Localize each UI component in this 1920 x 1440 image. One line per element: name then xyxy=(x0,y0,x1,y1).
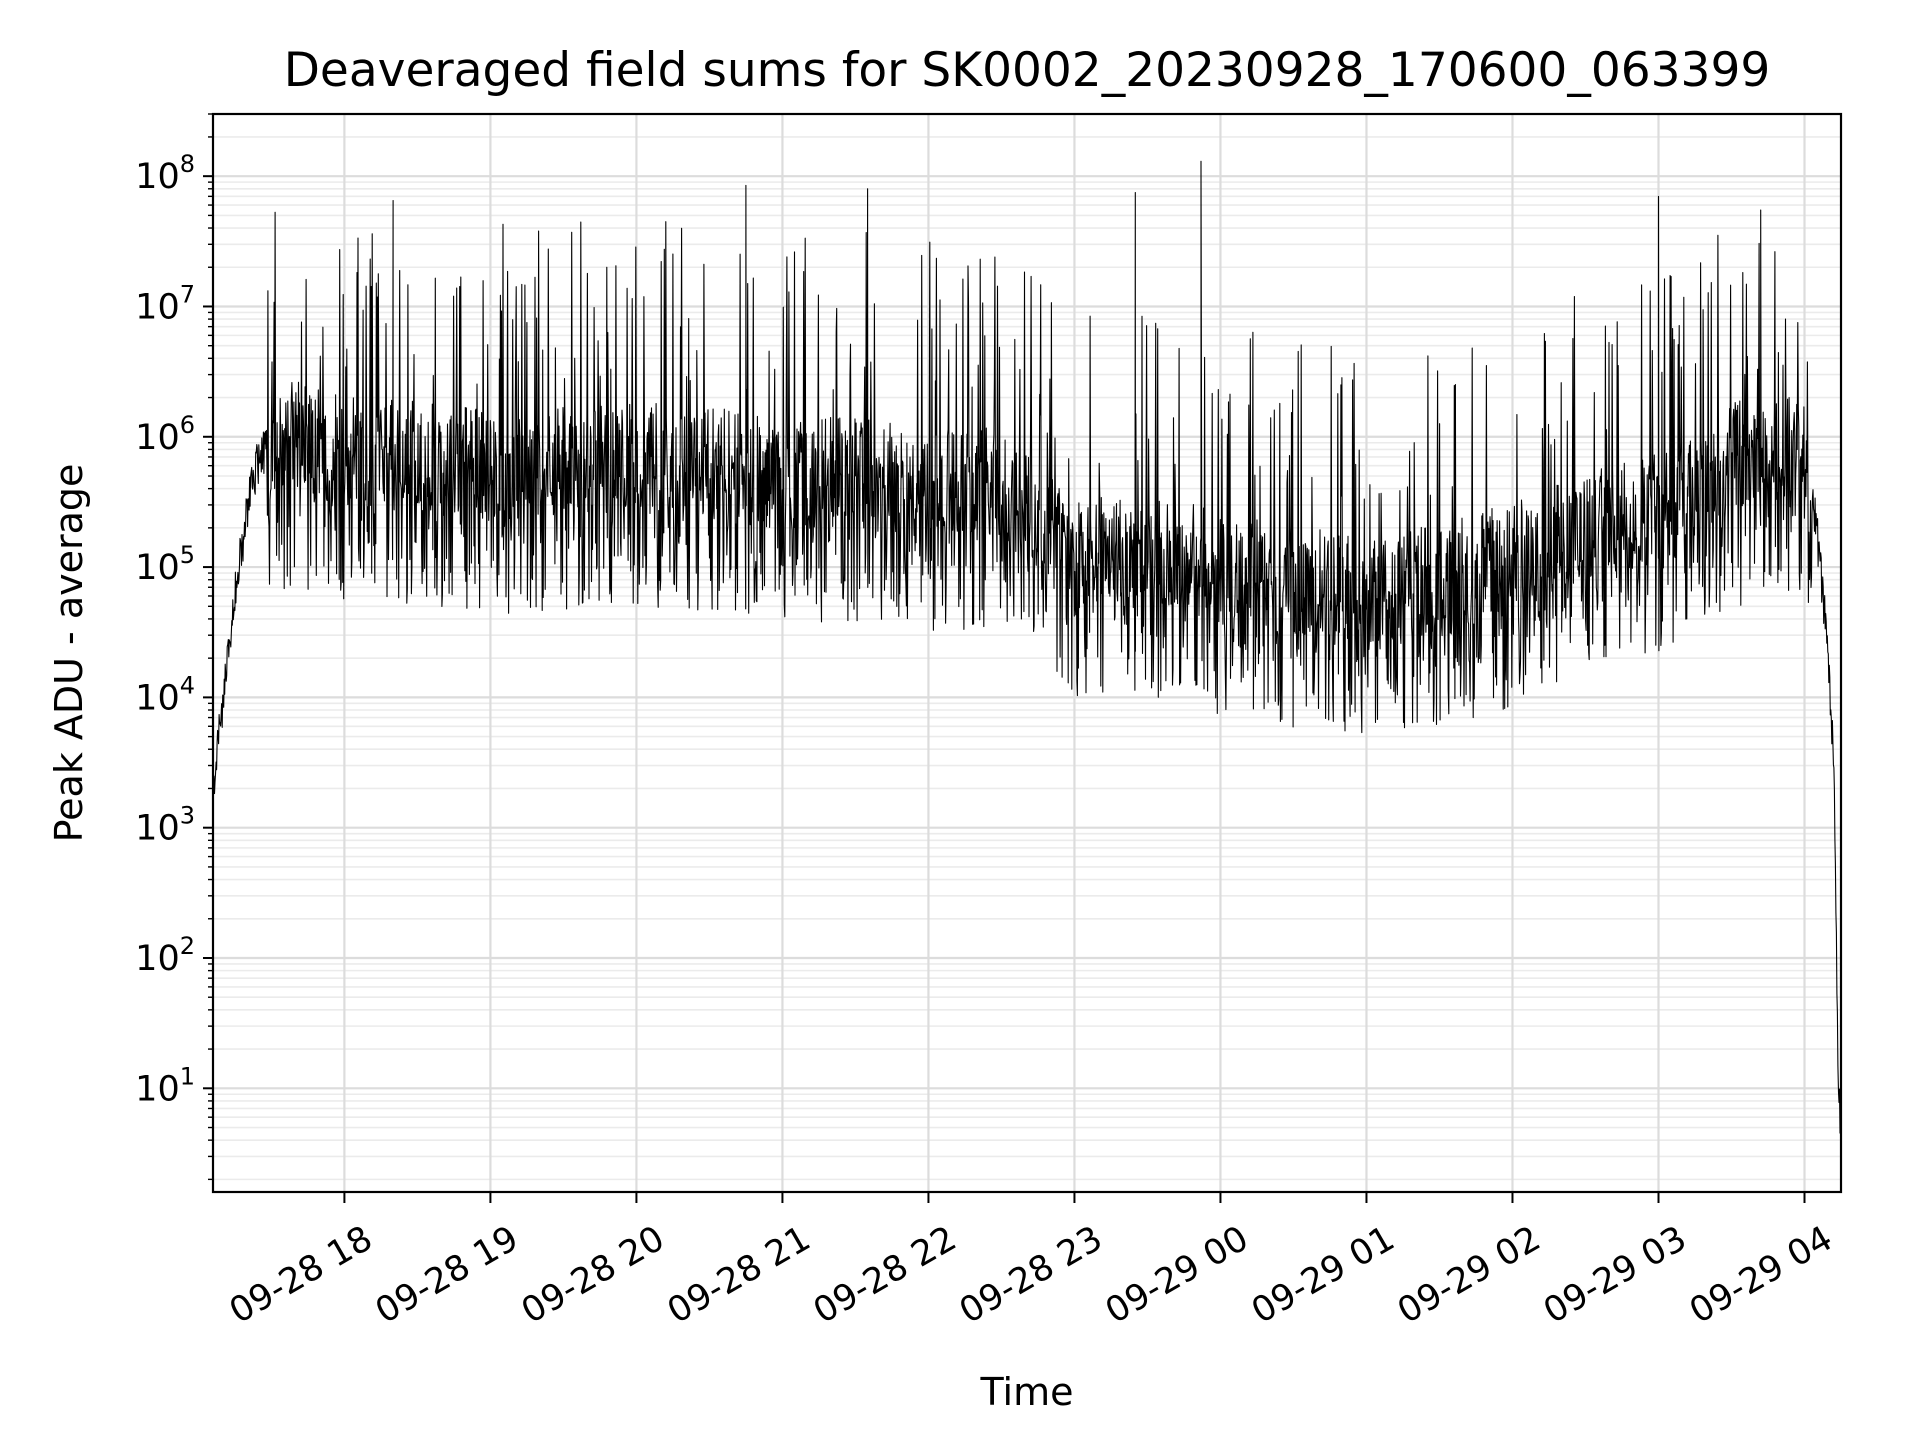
y-tick-label-exponent: 3 xyxy=(180,802,195,830)
y-tick-label-base: 10 xyxy=(135,809,180,849)
y-tick-label-base: 10 xyxy=(135,678,180,718)
major-gridlines xyxy=(213,114,1841,1192)
y-tick-label-exponent: 4 xyxy=(180,671,195,699)
chart-title: Deaveraged field sums for SK0002_2023092… xyxy=(284,43,1771,98)
y-tick-label: 105 xyxy=(135,541,195,588)
y-axis-label: Peak ADU - average xyxy=(47,464,91,843)
y-tick-label: 108 xyxy=(135,150,195,197)
y-tick-label-base: 10 xyxy=(135,418,180,458)
y-tick-label: 101 xyxy=(135,1062,195,1109)
y-tick-label: 106 xyxy=(135,411,195,458)
plot-frame xyxy=(211,112,1843,1194)
x-axis-label: Time xyxy=(980,1370,1074,1414)
y-tick-label-exponent: 2 xyxy=(180,932,195,960)
y-tick-label-exponent: 1 xyxy=(180,1062,195,1090)
y-tick-label: 104 xyxy=(135,671,195,718)
y-tick-label: 102 xyxy=(135,932,195,979)
series-line xyxy=(213,160,1841,1145)
y-tick-label-base: 10 xyxy=(135,1069,180,1109)
y-tick-label-base: 10 xyxy=(135,548,180,588)
y-tick-label: 107 xyxy=(135,280,195,327)
y-tick-label-exponent: 7 xyxy=(180,280,195,308)
y-tick-label-base: 10 xyxy=(135,939,180,979)
y-tick-label-exponent: 8 xyxy=(180,150,195,178)
y-tick-label-base: 10 xyxy=(135,157,180,197)
y-tick-label-exponent: 6 xyxy=(180,411,195,439)
y-tick-label-exponent: 5 xyxy=(180,541,195,569)
y-tick-label-base: 10 xyxy=(135,287,180,327)
y-tick-label: 103 xyxy=(135,802,195,849)
